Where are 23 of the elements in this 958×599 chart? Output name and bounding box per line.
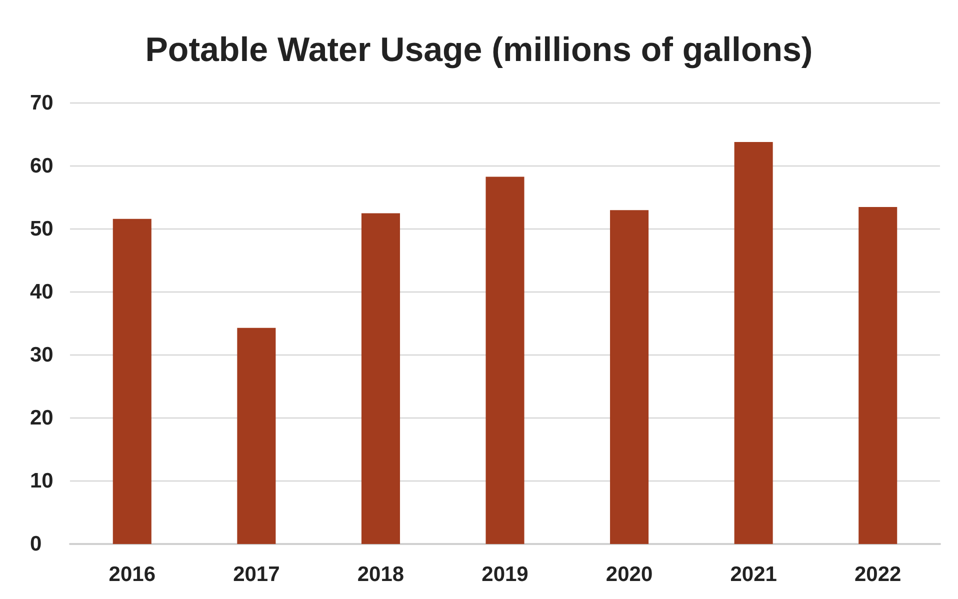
bar — [237, 328, 276, 544]
y-tick-label: 20 — [30, 406, 54, 430]
y-tick-label: 30 — [30, 344, 54, 366]
y-tick-label: 0 — [30, 532, 42, 556]
bar — [858, 206, 898, 544]
y-tick-label: 60 — [30, 154, 54, 178]
x-tick-label: 2019 — [482, 563, 528, 586]
x-tick-label: 2020 — [606, 563, 653, 586]
bar — [734, 142, 773, 544]
chart-title: Potable Water Usage (millions of gallons) — [145, 31, 813, 69]
y-tick-label: 40 — [30, 280, 54, 304]
x-tick-label: 2018 — [357, 563, 404, 586]
x-tick-label: 2022 — [854, 563, 902, 586]
bar — [361, 213, 400, 544]
bar — [112, 218, 152, 544]
bar — [486, 176, 524, 544]
y-tick-label: 50 — [30, 218, 54, 240]
x-tick-label: 2016 — [108, 563, 156, 586]
x-tick-label: 2021 — [730, 563, 778, 586]
bar — [610, 210, 649, 544]
x-tick-label: 2017 — [233, 563, 280, 586]
y-tick-label: 10 — [30, 470, 54, 492]
y-tick-label: 70 — [30, 92, 54, 114]
